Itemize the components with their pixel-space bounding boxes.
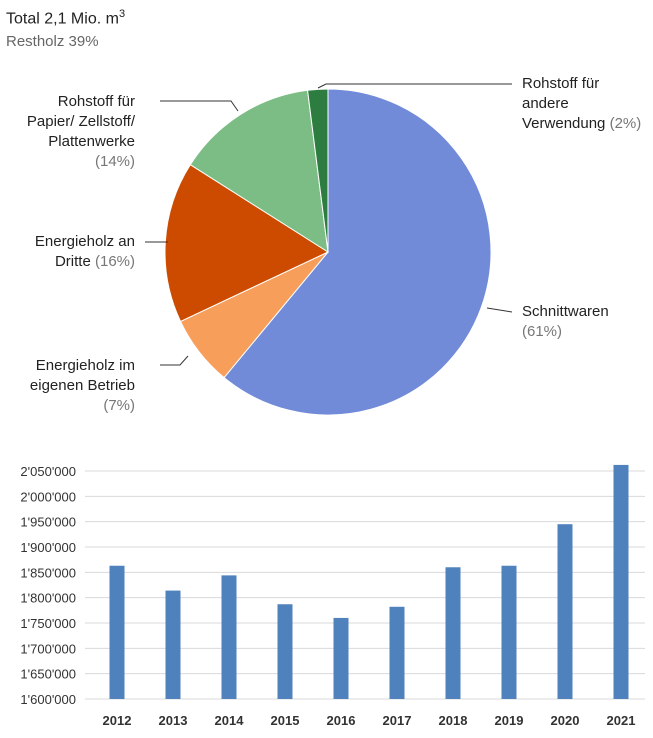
label-energieholz-dritte: Energieholz an Dritte (16%) [34, 233, 135, 270]
label-energieholz-eigen: Energieholz im eigenen Betrieb (7%) [29, 357, 135, 414]
y-tick-label: 1'900'000 [20, 540, 76, 555]
y-tick-label: 1'600'000 [20, 692, 76, 707]
bar [389, 606, 405, 699]
leader-line [160, 100, 239, 112]
y-tick-label: 1'650'000 [20, 667, 76, 682]
leader-line [486, 307, 513, 313]
x-tick-label: 2020 [551, 713, 580, 728]
leader-line [317, 83, 512, 89]
bar [277, 604, 293, 699]
label-schnittwaren: Schnittwaren (61%) [522, 303, 609, 340]
y-tick-label: 2'000'000 [20, 489, 76, 504]
pie-slice [223, 88, 492, 416]
x-tick-label: 2017 [383, 713, 412, 728]
x-tick-label: 2015 [271, 713, 300, 728]
bar [333, 617, 349, 699]
pie-slice [307, 88, 329, 253]
y-tick-label: 1'950'000 [20, 515, 76, 530]
x-tick-label: 2019 [495, 713, 524, 728]
y-tick-label: 2'050'000 [20, 464, 76, 479]
pie-subtitle: Restholz 39% [6, 33, 99, 50]
bar [445, 567, 461, 699]
label-rohstoff-andere: Rohstoff für andere Verwendung (2%) [522, 75, 642, 132]
pie-slice [189, 89, 329, 253]
leader-line [160, 355, 189, 366]
x-tick-label: 2016 [327, 713, 356, 728]
label-rohstoff-papier: Rohstoff für Papier/ Zellstoff/Plattenwer… [26, 93, 135, 170]
y-tick-label: 1'700'000 [20, 641, 76, 656]
bar [557, 524, 573, 699]
x-tick-label: 2018 [439, 713, 468, 728]
bar [221, 575, 237, 699]
y-tick-label: 1'800'000 [20, 591, 76, 606]
x-tick-label: 2012 [103, 713, 132, 728]
bar [501, 565, 517, 699]
bar [109, 565, 125, 699]
x-tick-label: 2021 [607, 713, 636, 728]
y-tick-label: 1'750'000 [20, 616, 76, 631]
x-tick-label: 2013 [159, 713, 188, 728]
bar [613, 464, 629, 699]
y-tick-label: 1'850'000 [20, 565, 76, 580]
x-tick-label: 2014 [215, 713, 245, 728]
bar [165, 590, 181, 699]
pie-title: Total 2,1 Mio. m3 [6, 8, 126, 28]
